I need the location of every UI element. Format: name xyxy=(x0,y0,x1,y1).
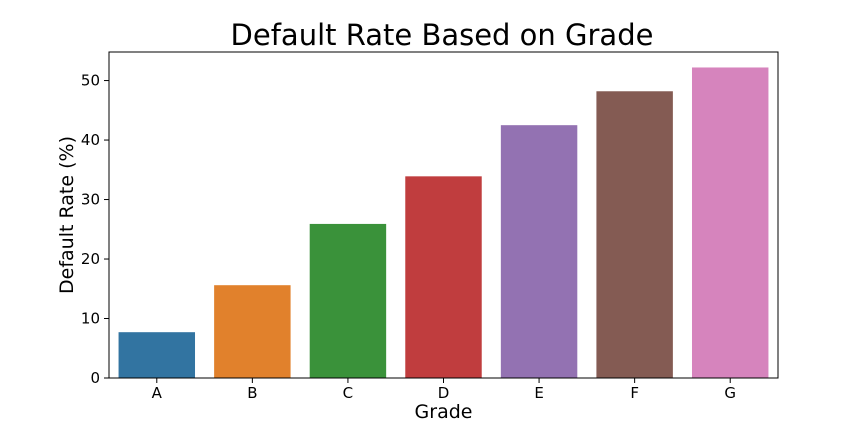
x-axis-ticks: A B C D E F G xyxy=(152,378,736,402)
y-tick-label: 30 xyxy=(81,191,100,209)
x-tick-label: E xyxy=(534,384,543,402)
x-tick-label: D xyxy=(438,384,450,402)
bar-b xyxy=(214,285,291,378)
y-axis-ticks: 0 10 20 30 40 50 xyxy=(81,72,109,387)
x-tick-label: B xyxy=(247,384,257,402)
x-tick-label: A xyxy=(152,384,163,402)
bar-c xyxy=(309,223,387,378)
x-tick-label: G xyxy=(724,384,736,402)
bars-layer xyxy=(118,67,769,379)
bar-e xyxy=(500,125,578,378)
x-axis-label: Grade xyxy=(415,401,473,423)
x-tick-label: C xyxy=(343,384,353,402)
chart-title: Default Rate Based on Grade xyxy=(231,18,654,52)
plot-frame xyxy=(108,51,779,379)
bar-g xyxy=(691,67,769,378)
x-tick-label: F xyxy=(630,384,639,402)
y-tick-label: 20 xyxy=(81,250,100,268)
bar-a xyxy=(118,332,196,378)
bar-d xyxy=(405,176,482,378)
y-tick-label: 10 xyxy=(81,310,100,328)
y-tick-label: 50 xyxy=(81,72,100,90)
y-tick-label: 0 xyxy=(90,369,100,387)
y-tick-label: 40 xyxy=(81,131,100,149)
bar-f xyxy=(596,91,673,379)
y-axis-label: Default Rate (%) xyxy=(56,136,78,294)
